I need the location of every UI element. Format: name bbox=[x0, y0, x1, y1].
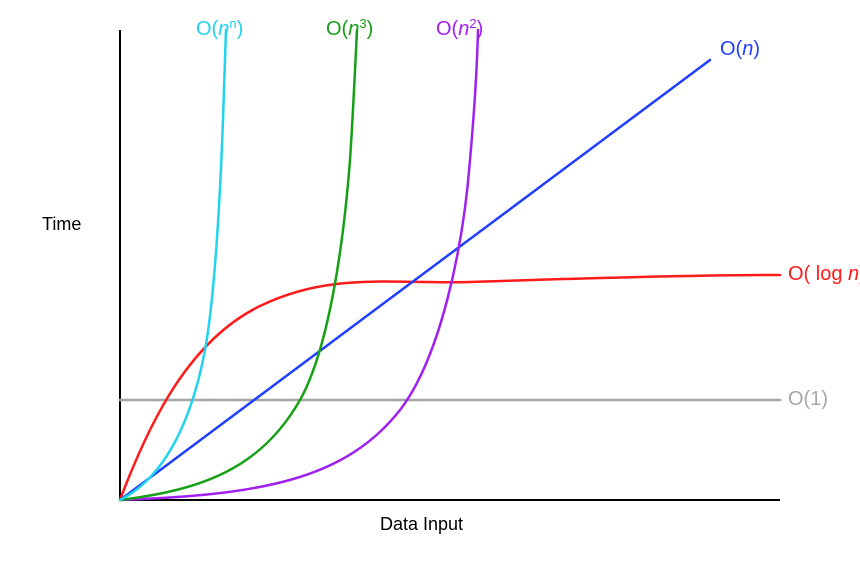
label-on3: O(n3) bbox=[326, 16, 373, 41]
big-o-chart: Time Data Input O(1) O( log n) O(n) O(n2) O(n3… bbox=[0, 0, 860, 579]
label-onn: O(nn) bbox=[196, 16, 243, 41]
label-on: O(n) bbox=[720, 38, 760, 60]
label-on2: O(n2) bbox=[436, 16, 483, 41]
y-axis-label: Time bbox=[42, 214, 81, 234]
x-axis-label: Data Input bbox=[380, 514, 463, 534]
chart-svg: Time Data Input O(1) O( log n) O(n) O(n2) O(n3… bbox=[0, 0, 860, 579]
label-o1: O(1) bbox=[788, 388, 828, 410]
label-olog: O( log n) bbox=[788, 263, 860, 285]
